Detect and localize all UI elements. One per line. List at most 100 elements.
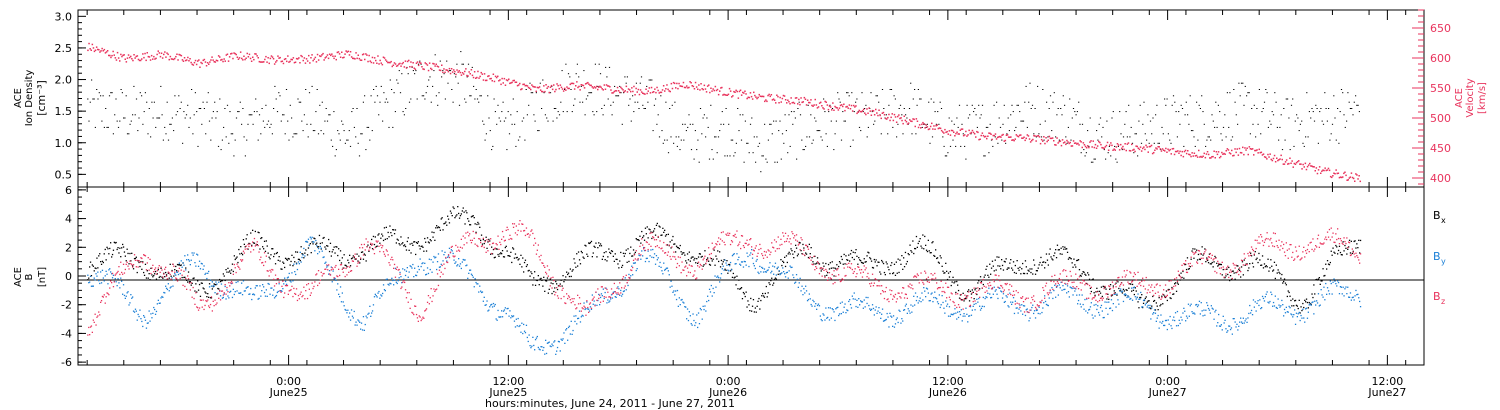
bx-point [829, 262, 831, 264]
by-point [1092, 317, 1094, 319]
bx-point [451, 215, 453, 217]
density-point [356, 108, 358, 109]
by-point [311, 236, 313, 238]
velocity-point [1311, 165, 1313, 167]
velocity-point [1134, 150, 1136, 153]
velocity-point [911, 120, 913, 123]
velocity-point [655, 91, 657, 94]
density-point [1065, 136, 1067, 138]
density-point [717, 136, 720, 138]
by-point [262, 284, 264, 286]
bx-point [489, 240, 491, 242]
velocity-point [176, 53, 178, 55]
bx-point [114, 242, 116, 244]
velocity-point [1231, 149, 1233, 152]
by-point [1357, 293, 1359, 295]
density-point [894, 98, 896, 100]
velocity-point [482, 79, 485, 81]
velocity-point [87, 49, 89, 52]
by-point [575, 315, 577, 317]
velocity-point [1273, 154, 1276, 157]
velocity-point [880, 117, 882, 120]
by-point [1242, 317, 1244, 319]
density-point [339, 139, 341, 141]
bx-point [938, 262, 940, 264]
velocity-point [946, 130, 948, 133]
bx-point [916, 246, 918, 248]
bx-point [1299, 312, 1301, 314]
by-point [427, 272, 430, 275]
bx-point [529, 275, 531, 277]
bx-point [265, 240, 267, 242]
bx-point [1082, 271, 1084, 273]
bx-point [420, 245, 422, 248]
by-point [272, 294, 274, 296]
velocity-point [1129, 150, 1132, 152]
velocity-point [1226, 148, 1229, 150]
velocity-point [834, 105, 836, 108]
bx-point [1287, 290, 1289, 292]
velocity-point [1202, 155, 1204, 157]
bx-point [1141, 294, 1143, 296]
velocity-point [1136, 145, 1138, 148]
bx-point [400, 236, 402, 238]
by-point [1267, 301, 1269, 303]
density-point [341, 120, 343, 122]
velocity-point [771, 99, 774, 101]
by-point [770, 272, 772, 274]
bx-point [273, 253, 276, 255]
bx-point [129, 252, 131, 255]
bx-point [712, 258, 714, 260]
bx-point [1205, 261, 1207, 263]
bx-point [401, 243, 403, 245]
velocity-point [161, 57, 164, 59]
by-point [302, 254, 304, 256]
by-point [1218, 325, 1221, 327]
density-point [1235, 114, 1237, 116]
velocity-point [883, 114, 886, 116]
bx-point [560, 279, 562, 281]
by-point [910, 304, 912, 306]
by-point [806, 300, 809, 302]
bx-point [1300, 306, 1302, 308]
bx-point [1104, 286, 1106, 289]
by-point [1338, 293, 1341, 295]
by-point [1161, 322, 1163, 324]
velocity-point [1072, 140, 1075, 142]
density-point [864, 108, 866, 109]
bx-point [749, 310, 751, 312]
by-point [992, 293, 994, 295]
bx-point [952, 276, 954, 278]
by-point [371, 312, 373, 314]
velocity-point [531, 84, 533, 86]
by-point [342, 301, 344, 303]
bx-point [367, 244, 369, 246]
bx-point [1304, 299, 1306, 301]
by-point [254, 287, 256, 289]
by-point [248, 293, 250, 295]
density-point [530, 92, 532, 94]
bx-point [941, 265, 943, 267]
by-point [1337, 281, 1340, 284]
bx-point [215, 284, 217, 286]
bx-point [979, 276, 982, 278]
bx-point [734, 276, 736, 278]
velocity-point [689, 81, 691, 83]
by-point [105, 270, 107, 272]
velocity-point [1084, 145, 1087, 148]
bx-point [1155, 302, 1157, 304]
density-point [203, 108, 205, 109]
density-point [579, 101, 581, 103]
velocity-point [940, 129, 943, 132]
density-point [1256, 108, 1258, 109]
bx-point [488, 238, 490, 241]
bx-point [1332, 247, 1334, 249]
velocity-point [962, 134, 965, 137]
by-point [1350, 299, 1352, 301]
density-point [305, 89, 307, 90]
density-point [366, 126, 368, 128]
density-point [338, 133, 340, 135]
density-point [640, 76, 643, 78]
by-point [759, 265, 761, 268]
velocity-point [890, 116, 892, 119]
